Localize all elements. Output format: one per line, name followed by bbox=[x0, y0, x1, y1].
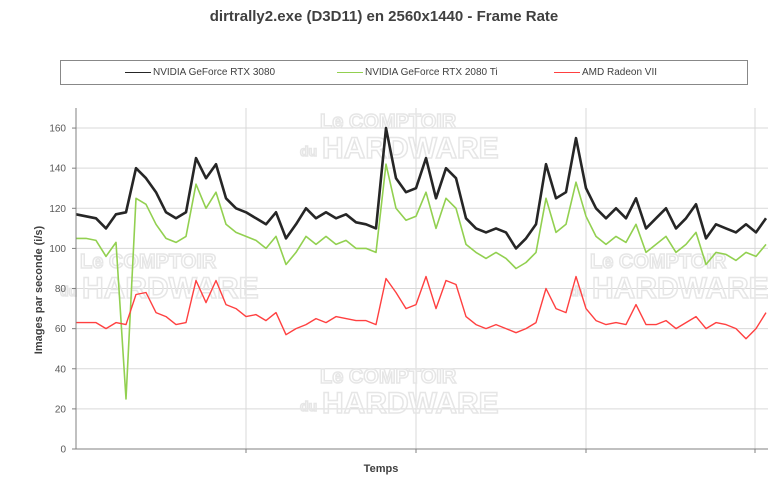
series-line-nvidia-geforce-rtx-2080-ti bbox=[76, 163, 767, 400]
legend-item-rtx3080: NVIDIA GeForce RTX 3080 bbox=[125, 67, 275, 78]
svg-text:HARDWARE: HARDWARE bbox=[592, 272, 768, 305]
legend-label: NVIDIA GeForce RTX 2080 Ti bbox=[365, 67, 498, 78]
y-tick-label: 20 bbox=[55, 404, 67, 415]
svg-text:du: du bbox=[300, 398, 317, 414]
svg-text:du: du bbox=[300, 143, 317, 159]
legend-item-rtx2080ti: NVIDIA GeForce RTX 2080 Ti bbox=[337, 67, 498, 78]
series-lines bbox=[75, 126, 768, 400]
y-tick-label: 80 bbox=[55, 284, 67, 295]
y-tick-label: 60 bbox=[55, 324, 67, 335]
y-axis-ticks: 0 20 40 60 80 100 120 140 160 bbox=[49, 124, 756, 456]
svg-text:HARDWARE: HARDWARE bbox=[82, 272, 259, 305]
x-axis-label: Temps bbox=[364, 463, 399, 475]
legend-swatch bbox=[125, 71, 151, 74]
legend-item-radeon-vii: AMD Radeon VII bbox=[554, 67, 657, 78]
series-line-nvidia-geforce-rtx-3080 bbox=[75, 126, 768, 250]
svg-text:HARDWARE: HARDWARE bbox=[322, 387, 499, 420]
legend-swatch bbox=[554, 71, 580, 74]
svg-text:du: du bbox=[60, 283, 77, 299]
legend: NVIDIA GeForce RTX 3080 NVIDIA GeForce R… bbox=[60, 60, 748, 85]
y-tick-label: 120 bbox=[49, 204, 66, 215]
y-tick-label: 160 bbox=[49, 124, 66, 135]
y-tick-label: 100 bbox=[49, 244, 66, 255]
svg-text:Le COMPTOIR: Le COMPTOIR bbox=[590, 251, 727, 273]
y-axis-label: Images par seconde (i/s) bbox=[33, 225, 45, 354]
y-tick-label: 0 bbox=[60, 445, 66, 456]
y-tick-label: 40 bbox=[55, 364, 67, 375]
svg-text:Le COMPTOIR: Le COMPTOIR bbox=[320, 366, 457, 388]
y-tick-label: 140 bbox=[49, 164, 66, 175]
svg-text:HARDWARE: HARDWARE bbox=[322, 132, 499, 165]
series-line-amd-radeon-vii bbox=[76, 275, 767, 340]
legend-label: AMD Radeon VII bbox=[582, 67, 658, 78]
legend-label: NVIDIA GeForce RTX 3080 bbox=[153, 67, 276, 78]
svg-text:Le COMPTOIR: Le COMPTOIR bbox=[320, 111, 457, 133]
svg-text:Le COMPTOIR: Le COMPTOIR bbox=[80, 251, 217, 273]
chart-title: dirtrally2.exe (D3D11) en 2560x1440 - Fr… bbox=[209, 8, 559, 25]
legend-swatch bbox=[337, 71, 363, 74]
